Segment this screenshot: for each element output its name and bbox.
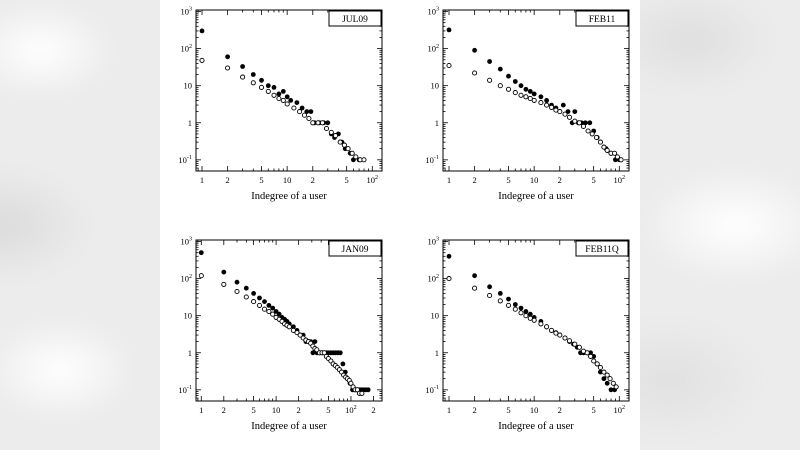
svg-text:1: 1 — [188, 118, 192, 128]
svg-text:103: 103 — [180, 7, 192, 17]
svg-text:1: 1 — [200, 175, 204, 185]
svg-text:2: 2 — [558, 405, 562, 415]
svg-text:2: 2 — [473, 175, 477, 185]
svg-text:2: 2 — [558, 175, 562, 185]
svg-text:2: 2 — [371, 405, 375, 415]
svg-text:5: 5 — [251, 405, 255, 415]
svg-text:5: 5 — [506, 405, 510, 415]
svg-text:10: 10 — [272, 405, 281, 415]
svg-text:103: 103 — [427, 237, 439, 247]
svg-text:2: 2 — [297, 405, 301, 415]
svg-text:Indegree of a user: Indegree of a user — [498, 191, 574, 202]
svg-text:10: 10 — [530, 405, 539, 415]
svg-text:Indegree of a user: Indegree of a user — [498, 421, 574, 432]
svg-text:10: 10 — [283, 175, 292, 185]
svg-text:5: 5 — [592, 405, 596, 415]
svg-text:102: 102 — [180, 44, 192, 54]
svg-text:2: 2 — [222, 405, 226, 415]
svg-text:2: 2 — [311, 175, 315, 185]
svg-text:1: 1 — [199, 405, 203, 415]
svg-text:5: 5 — [326, 405, 330, 415]
svg-text:1: 1 — [447, 405, 451, 415]
svg-text:1: 1 — [435, 348, 439, 358]
svg-text:102: 102 — [614, 175, 626, 185]
svg-text:5: 5 — [259, 175, 263, 185]
svg-text:10: 10 — [431, 81, 440, 91]
figure-panel: 1 2 5 10 2 5 102 10-1 1 10 102 103 Indegree of a use… — [160, 0, 640, 450]
svg-text:10-1: 10-1 — [425, 155, 439, 165]
chart-jul09: 1 2 5 10 2 5 102 10-1 1 10 102 103 Indegree of a use… — [162, 3, 390, 217]
chart-jan09: 1 2 5 10 2 5 102 2 10-1 1 10 102 103 Indegree of a us… — [162, 233, 390, 447]
svg-text:10-1: 10-1 — [178, 155, 192, 165]
svg-text:2: 2 — [226, 175, 230, 185]
svg-text:102: 102 — [427, 44, 439, 54]
svg-text:5: 5 — [345, 175, 349, 185]
svg-text:102: 102 — [427, 274, 439, 284]
svg-text:10: 10 — [184, 81, 193, 91]
svg-text:JAN09: JAN09 — [342, 245, 369, 255]
svg-text:5: 5 — [592, 175, 596, 185]
svg-text:103: 103 — [427, 7, 439, 17]
svg-text:102: 102 — [345, 405, 357, 415]
svg-text:1: 1 — [447, 175, 451, 185]
svg-text:102: 102 — [367, 175, 379, 185]
svg-text:10: 10 — [184, 311, 193, 321]
svg-text:1: 1 — [188, 348, 192, 358]
svg-text:10-1: 10-1 — [425, 385, 439, 395]
svg-text:Indegree of a user: Indegree of a user — [251, 421, 327, 432]
svg-text:10-1: 10-1 — [178, 385, 192, 395]
svg-text:2: 2 — [473, 405, 477, 415]
svg-text:10: 10 — [530, 175, 539, 185]
svg-text:5: 5 — [506, 175, 510, 185]
svg-text:Indegree of a user: Indegree of a user — [251, 191, 327, 202]
chart-feb11: 1 2 5 10 2 5 102 10-1 1 10 102 103 Indegree of a use… — [409, 3, 637, 217]
svg-text:FEB11: FEB11 — [589, 15, 616, 25]
svg-text:102: 102 — [614, 405, 626, 415]
svg-text:1: 1 — [435, 118, 439, 128]
svg-text:JUL09: JUL09 — [342, 15, 368, 25]
svg-text:102: 102 — [180, 274, 192, 284]
svg-text:FEB11Q: FEB11Q — [585, 245, 619, 255]
chart-feb11q: 1 2 5 10 2 5 102 10-1 1 10 102 103 Indegree of a use… — [409, 233, 637, 447]
svg-text:10: 10 — [431, 311, 440, 321]
svg-text:103: 103 — [180, 237, 192, 247]
